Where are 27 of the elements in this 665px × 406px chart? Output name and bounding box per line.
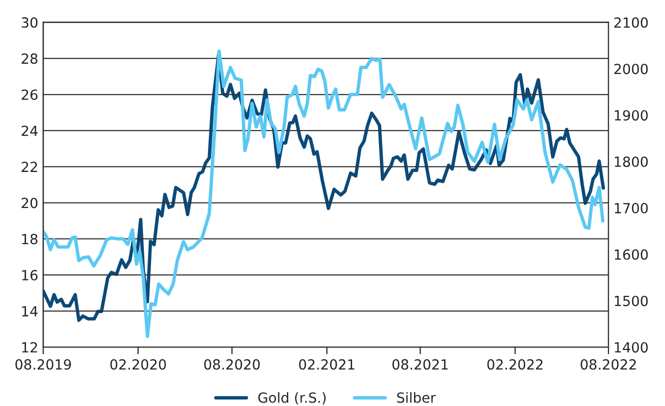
y-tick-label: 12	[22, 342, 37, 352]
legend-label: Gold (r.S.)	[258, 392, 326, 404]
y2-tick-label: 2100	[614, 17, 648, 28]
y-tick-label: 18	[22, 234, 38, 244]
x-tick-label: 08.2021	[392, 359, 448, 370]
x-tick-label: 08.2019	[15, 359, 71, 370]
y-tick-label: 26	[22, 89, 38, 100]
x-tick-label: 08.2020	[204, 359, 260, 370]
y2-tick-label: 1800	[614, 156, 648, 168]
y-tick-label: 22	[22, 162, 37, 172]
y-tick-label: 20	[22, 198, 38, 208]
y2-tick-label: 1600	[614, 249, 648, 260]
y2-tick-label: 1500	[614, 296, 648, 306]
x-tick-label: 08.2022	[580, 359, 636, 370]
y-tick-label: 30	[22, 17, 38, 28]
y-tick-label: 28	[22, 53, 38, 64]
x-tick-label: 02.2022	[487, 359, 542, 370]
y-tick-label: 14	[22, 306, 38, 316]
y2-tick-label: 2000	[614, 64, 648, 74]
legend-label: Silber	[397, 392, 436, 403]
y-tick-label: 16	[22, 270, 38, 280]
y2-tick-label: 1400	[614, 342, 648, 353]
x-tick-label: 02.2021	[299, 359, 354, 370]
y-tick-label: 24	[22, 126, 38, 136]
y2-tick-label: 1900	[614, 110, 648, 121]
y2-tick-label: 1700	[614, 202, 648, 214]
x-tick-label: 02.2020	[110, 359, 166, 370]
